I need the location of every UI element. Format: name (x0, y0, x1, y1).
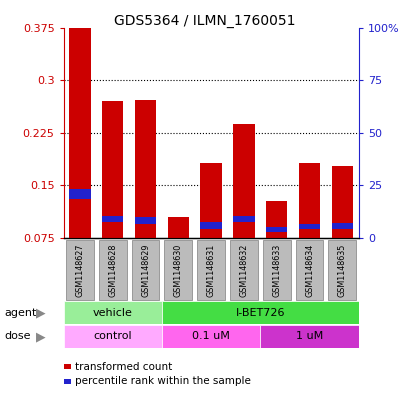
Text: GSM1148631: GSM1148631 (206, 244, 215, 297)
Text: GSM1148635: GSM1148635 (337, 244, 346, 297)
Bar (331, 223, 352, 230)
FancyBboxPatch shape (328, 241, 355, 300)
Bar (69, 28, 90, 238)
Text: I-BET726: I-BET726 (235, 308, 284, 318)
FancyBboxPatch shape (197, 241, 225, 300)
Bar (200, 163, 221, 238)
Bar (102, 216, 123, 222)
Text: 1 uM: 1 uM (295, 331, 322, 342)
Bar (63, 301, 162, 324)
Bar (233, 124, 254, 238)
Bar (260, 325, 358, 348)
Bar (63, 325, 162, 348)
FancyBboxPatch shape (99, 241, 126, 300)
Bar (298, 224, 319, 229)
Text: agent: agent (4, 308, 36, 318)
Bar (102, 101, 123, 238)
Bar (265, 200, 287, 238)
Bar (265, 227, 287, 232)
Text: GSM1148632: GSM1148632 (239, 244, 248, 297)
FancyBboxPatch shape (131, 241, 159, 300)
Text: dose: dose (4, 331, 31, 342)
Text: ▶: ▶ (36, 330, 46, 343)
Text: vehicle: vehicle (92, 308, 133, 318)
FancyBboxPatch shape (262, 241, 290, 300)
Text: GDS5364 / ILMN_1760051: GDS5364 / ILMN_1760051 (114, 14, 295, 28)
Text: ▶: ▶ (36, 306, 46, 320)
FancyBboxPatch shape (295, 241, 323, 300)
Text: GSM1148627: GSM1148627 (75, 243, 84, 297)
Bar (135, 217, 156, 224)
Text: control: control (93, 331, 132, 342)
Text: 0.1 uM: 0.1 uM (192, 331, 229, 342)
Text: transformed count: transformed count (75, 362, 172, 372)
Bar (298, 163, 319, 238)
Bar (135, 100, 156, 238)
Text: GSM1148634: GSM1148634 (304, 244, 313, 297)
Bar (162, 301, 358, 324)
Text: GSM1148630: GSM1148630 (173, 244, 182, 297)
Text: GSM1148628: GSM1148628 (108, 244, 117, 297)
Text: GSM1148629: GSM1148629 (141, 243, 150, 297)
Bar (162, 325, 260, 348)
Bar (167, 240, 189, 246)
FancyBboxPatch shape (229, 241, 257, 300)
Bar (167, 217, 189, 238)
FancyBboxPatch shape (164, 241, 192, 300)
FancyBboxPatch shape (66, 241, 94, 300)
Text: percentile rank within the sample: percentile rank within the sample (75, 376, 250, 386)
Bar (200, 222, 221, 229)
Bar (69, 189, 90, 199)
Text: GSM1148633: GSM1148633 (272, 244, 281, 297)
Bar (331, 165, 352, 238)
Bar (233, 216, 254, 222)
